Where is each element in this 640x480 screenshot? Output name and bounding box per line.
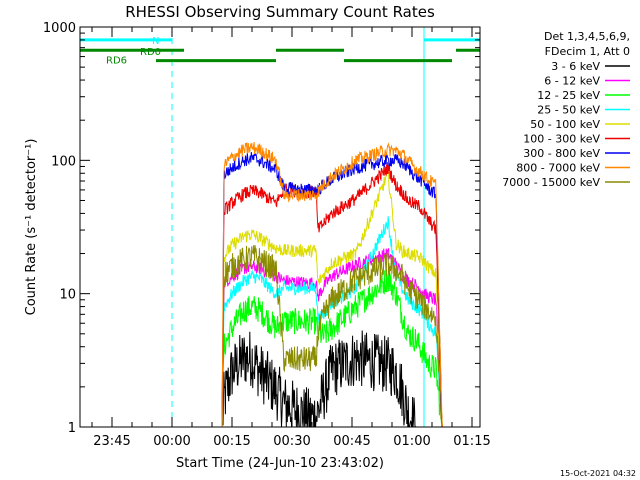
x-tick-label: 01:00 xyxy=(393,434,430,449)
legend-entry-label: 100 - 300 keV xyxy=(523,133,600,146)
y-axis-label: Count Rate (s⁻¹ detector⁻¹) xyxy=(24,139,39,316)
plot-frame xyxy=(79,26,481,428)
series-line-7 xyxy=(221,142,444,427)
legend-entry-label: 12 - 25 keV xyxy=(537,89,600,102)
x-tick-label: 23:45 xyxy=(93,434,130,449)
series-line-8 xyxy=(221,245,444,427)
y-tick-label: 1 xyxy=(68,421,76,436)
legend-entry-label: 300 - 800 keV xyxy=(523,147,600,160)
x-tick-label: 01:15 xyxy=(453,434,490,449)
x-tick-label: 00:45 xyxy=(333,434,370,449)
status-bar-label-n: N xyxy=(152,36,159,47)
y-tick-label: 100 xyxy=(51,154,76,169)
x-axis-label: Start Time (24-Jun-10 23:43:02) xyxy=(176,456,384,471)
series-line-5 xyxy=(221,162,444,427)
legend-entry-label: 25 - 50 keV xyxy=(537,104,600,117)
series-line-2 xyxy=(221,269,444,427)
x-tick-label: 00:30 xyxy=(273,434,310,449)
legend-entry-label: 6 - 12 keV xyxy=(544,75,600,88)
series-line-4 xyxy=(221,167,444,427)
legend-entry-label: 7000 - 15000 keV xyxy=(502,176,600,189)
axes: 23:45 00:00 00:15 00:30 00:45 01:00 01:15 1 10 10… xyxy=(43,21,491,449)
legend-header-line: FDecim 1, Att 0 xyxy=(545,45,630,58)
x-tick-label: 00:15 xyxy=(213,434,250,449)
status-bar-label-rd6: RD6 xyxy=(106,56,127,67)
footer-timestamp: 15-Oct-2021 04:32 xyxy=(560,469,636,478)
legend-header-line: Det 1,3,4,5,6,9, xyxy=(544,30,630,43)
series-line-0 xyxy=(221,330,444,427)
legend: Det 1,3,4,5,6,9, FDecim 1, Att 0 3 - 6 keV… xyxy=(502,30,630,189)
x-tick-label: 00:00 xyxy=(153,434,190,449)
y-tick-label: 10 xyxy=(59,288,76,303)
legend-entry-label: 50 - 100 keV xyxy=(530,118,600,131)
series-layer xyxy=(221,142,444,427)
legend-entry-label: 3 - 6 keV xyxy=(551,60,600,73)
status-bar-label-rd0: RD0 xyxy=(140,47,161,58)
legend-entry-label: 800 - 7000 keV xyxy=(516,162,600,175)
y-tick-label: 1000 xyxy=(43,21,76,36)
chart-title: RHESSI Observing Summary Count Rates xyxy=(125,3,435,21)
